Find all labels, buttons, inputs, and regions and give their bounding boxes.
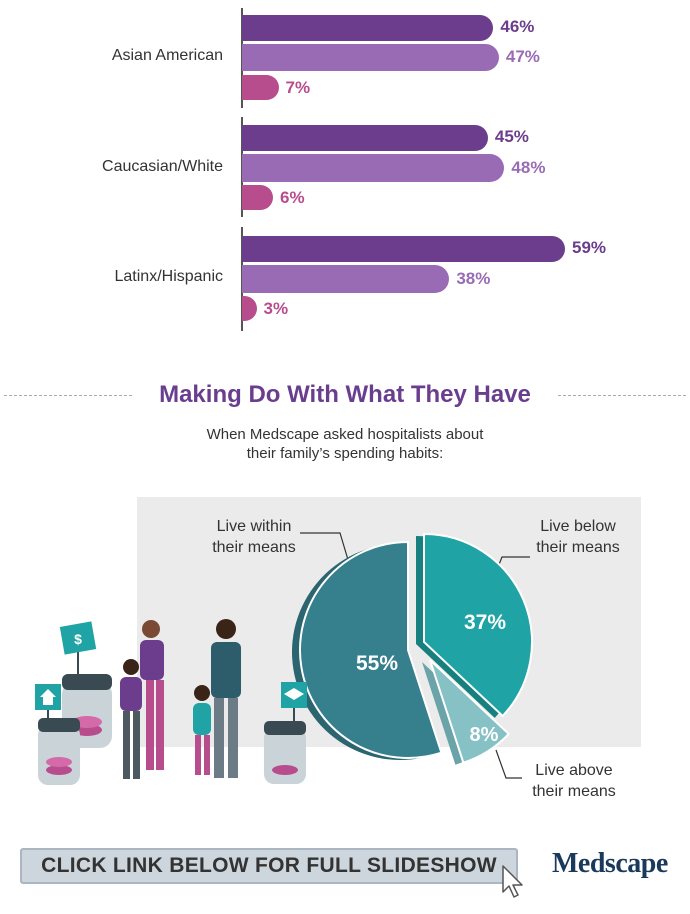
svg-text:$: $: [74, 631, 82, 647]
bar: [242, 296, 257, 321]
divider-right: [558, 395, 686, 396]
graduation-cap-icon: [281, 682, 307, 722]
subtitle-line: When Medscape asked hospitalists about: [206, 426, 484, 443]
pie-label-line: Live above: [535, 762, 613, 779]
person: [120, 659, 142, 779]
bar-value-label: 3%: [263, 299, 289, 318]
bar-value-label: 59%: [572, 238, 607, 257]
bar-value-label: 46%: [500, 17, 535, 36]
bar-value-label: 7%: [285, 78, 311, 97]
pie-label-line: Live within: [216, 518, 292, 535]
dollar-sign-icon: $: [59, 621, 97, 676]
pie-value-label: 55%: [356, 652, 398, 675]
pie-label-line: their means: [536, 539, 620, 556]
bar: [242, 15, 494, 41]
pie-value-label: 37%: [464, 611, 506, 634]
pie-slice: [423, 532, 533, 718]
full-slideshow-button[interactable]: CLICK LINK BELOW FOR FULL SLIDESHOW: [20, 848, 518, 884]
section-subtitle: When Medscape asked hospitalists about t…: [0, 425, 690, 463]
house-icon: [35, 684, 61, 720]
savings-jar: [264, 721, 306, 784]
category-label: Latinx/Hispanic: [114, 268, 224, 285]
leader-line-above: [495, 749, 522, 779]
bar-value-label: 48%: [511, 158, 546, 177]
bar-value-label: 6%: [280, 188, 305, 207]
savings-jar: [38, 718, 80, 785]
category-label: Asian American: [111, 47, 223, 64]
family-illustration: $: [35, 619, 307, 785]
section-title: Making Do With What They Have: [159, 381, 531, 408]
pie-label-above: Live above their means: [524, 760, 624, 802]
pie-label-line: their means: [212, 539, 296, 556]
category-label: Caucasian/White: [102, 158, 223, 175]
bar: [242, 265, 450, 293]
bar-value-label: 47%: [505, 47, 540, 66]
bar: [242, 236, 565, 262]
pie-value-label: 8%: [470, 724, 499, 746]
pie-label-line: their means: [532, 783, 616, 800]
person: [193, 685, 211, 775]
bar-value-label: 45%: [494, 127, 529, 146]
subtitle-line: their family’s spending habits:: [246, 445, 444, 462]
bar: [242, 185, 274, 210]
person: [211, 619, 241, 778]
bar: [242, 125, 488, 151]
bar: [242, 154, 505, 182]
medscape-logo: Medscape: [552, 848, 668, 879]
bar-chart: Asian American Caucasian/White Latinx/Hi…: [0, 0, 690, 340]
bar-value-label: 38%: [456, 269, 491, 288]
pie-label-below: Live below their means: [530, 516, 626, 558]
pie-label-within: Live within their means: [206, 516, 302, 558]
pie-slice: [299, 540, 443, 759]
pie-slice: [429, 659, 511, 764]
bar: [242, 44, 499, 71]
bar: [242, 75, 279, 100]
cursor-arrow-icon: [502, 865, 523, 898]
pie-label-line: Live below: [540, 518, 616, 535]
divider-left: [4, 395, 132, 396]
person: [140, 620, 164, 770]
